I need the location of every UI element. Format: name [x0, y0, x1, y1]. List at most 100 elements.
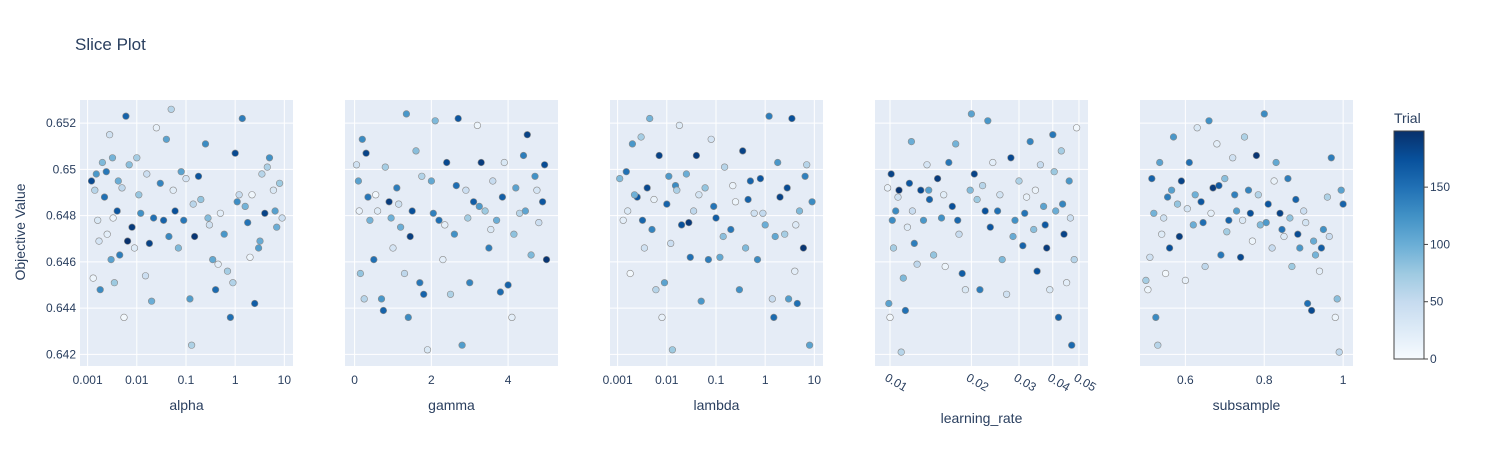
data-point	[961, 286, 970, 294]
data-point	[475, 202, 483, 210]
colorbar-tick-label: 50	[1430, 295, 1444, 309]
data-point	[981, 207, 989, 215]
data-point	[381, 163, 389, 171]
data-point	[135, 191, 143, 199]
data-point	[1296, 244, 1304, 252]
data-point	[241, 202, 249, 210]
data-point	[209, 256, 217, 264]
data-point	[182, 175, 190, 183]
data-point	[125, 161, 133, 169]
data-point	[692, 151, 701, 160]
data-point	[120, 313, 128, 322]
data-point	[171, 207, 179, 215]
data-point	[400, 269, 409, 278]
data-point	[500, 158, 508, 167]
points-alpha	[87, 105, 286, 349]
x-tick-label: 10	[278, 373, 292, 387]
data-point	[640, 244, 649, 252]
x-tick-label: 0	[351, 373, 358, 387]
data-point	[220, 230, 228, 238]
panel-alpha: 0.001 0.01 0.1 1 10 0.642 0.644 0.646 0.648 0.65 0…	[46, 100, 293, 413]
y-tick-label: 0.648	[46, 209, 76, 223]
data-point	[741, 244, 750, 252]
data-point	[885, 299, 893, 308]
data-point	[770, 313, 778, 322]
data-point	[174, 244, 182, 252]
data-point	[701, 184, 709, 192]
data-point	[464, 214, 472, 222]
data-point	[96, 286, 104, 294]
data-point	[473, 121, 482, 129]
data-point	[744, 195, 752, 204]
data-point	[485, 244, 493, 252]
data-point	[729, 182, 737, 190]
data-point	[1146, 253, 1154, 261]
data-point	[1057, 147, 1065, 155]
data-point	[276, 179, 284, 187]
points-learning_rate	[883, 110, 1081, 356]
data-point	[1337, 186, 1345, 194]
colorbar-tick-label: 150	[1430, 180, 1450, 194]
data-point	[441, 221, 449, 229]
data-point	[993, 207, 1002, 215]
data-point	[888, 216, 896, 224]
data-point	[169, 186, 177, 194]
points-gamma	[352, 110, 551, 354]
data-point	[801, 172, 809, 180]
data-point	[1260, 110, 1268, 118]
x-axis-title: learning_rate	[941, 410, 1023, 426]
data-point	[1148, 175, 1156, 183]
data-point	[114, 177, 122, 185]
data-point	[695, 191, 703, 199]
data-point	[1302, 219, 1310, 227]
data-point	[1311, 251, 1320, 259]
data-point	[739, 147, 747, 155]
data-point	[102, 168, 110, 176]
data-point	[1026, 138, 1034, 146]
data-point	[1058, 200, 1067, 208]
data-point	[1185, 158, 1193, 167]
data-point	[512, 184, 520, 192]
data-point	[783, 184, 791, 192]
data-point	[118, 184, 126, 192]
panel-subsample: 0.6 0.8 1 subsample	[1140, 100, 1353, 413]
data-point	[895, 186, 903, 194]
x-tick-label: 0.1	[178, 373, 195, 387]
y-tick-label: 0.65	[53, 162, 77, 176]
data-point	[370, 256, 378, 264]
data-point	[1021, 209, 1029, 217]
data-point	[1246, 209, 1254, 217]
data-point	[278, 214, 286, 222]
data-point	[791, 267, 799, 275]
data-point	[954, 216, 962, 224]
data-point	[535, 219, 543, 227]
data-point	[660, 279, 669, 287]
x-tick-label: 0.01	[883, 370, 911, 394]
data-point	[1030, 225, 1038, 234]
data-point	[1142, 276, 1150, 285]
data-point	[1011, 216, 1019, 224]
data-point	[941, 262, 949, 271]
data-point	[150, 214, 158, 222]
data-point	[156, 179, 164, 187]
data-point	[197, 195, 205, 204]
data-point	[519, 151, 528, 160]
data-point	[1033, 267, 1041, 275]
data-point	[404, 313, 412, 322]
data-point	[624, 207, 632, 215]
data-point	[759, 209, 767, 217]
data-point	[248, 191, 256, 199]
data-point	[128, 223, 136, 231]
data-point	[533, 186, 541, 194]
data-point	[87, 177, 96, 185]
data-point	[1054, 313, 1063, 322]
data-point	[1156, 158, 1164, 167]
colorbar-tick-label: 0	[1430, 352, 1437, 366]
data-point	[792, 221, 800, 229]
data-point	[95, 237, 103, 245]
data-point	[1002, 290, 1011, 298]
data-point	[1339, 200, 1347, 208]
data-point	[808, 198, 816, 206]
data-point	[527, 251, 535, 259]
data-point	[897, 348, 905, 356]
